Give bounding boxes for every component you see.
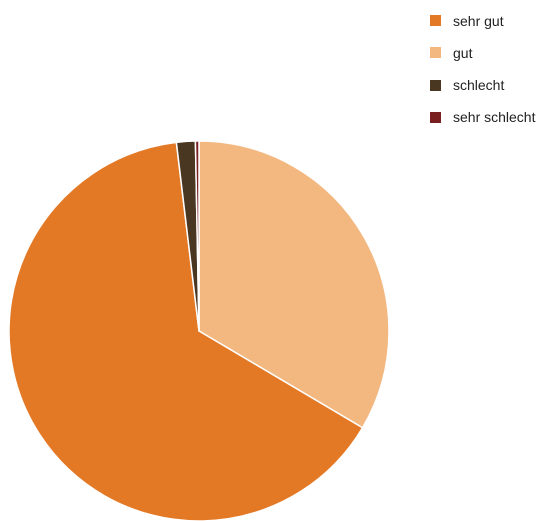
pie-slice-gut xyxy=(198,140,390,429)
legend-swatch-gut xyxy=(430,47,441,59)
legend-swatch-schlecht xyxy=(430,79,441,91)
pie-slices xyxy=(8,140,390,521)
legend-swatch-sehr-gut xyxy=(430,15,441,26)
legend-label-gut: gut xyxy=(453,44,473,61)
legend-item-sehr-gut: sehr gut xyxy=(430,9,535,32)
legend-item-gut: gut xyxy=(430,41,535,64)
legend-label-schlecht: schlecht xyxy=(453,77,505,94)
legend-item-sehr-schlecht: sehr schlecht xyxy=(430,106,535,129)
pie-slice-sehr-schlecht xyxy=(194,140,200,332)
legend-label-sehr-gut: sehr gut xyxy=(453,12,504,29)
legend: sehr gut gut schlecht sehr schlecht xyxy=(430,9,535,138)
legend-item-schlecht: schlecht xyxy=(430,74,535,97)
pie-slice-sehr-gut xyxy=(8,141,364,521)
legend-label-sehr-schlecht: sehr schlecht xyxy=(453,109,536,126)
legend-swatch-sehr-schlecht xyxy=(430,111,441,123)
